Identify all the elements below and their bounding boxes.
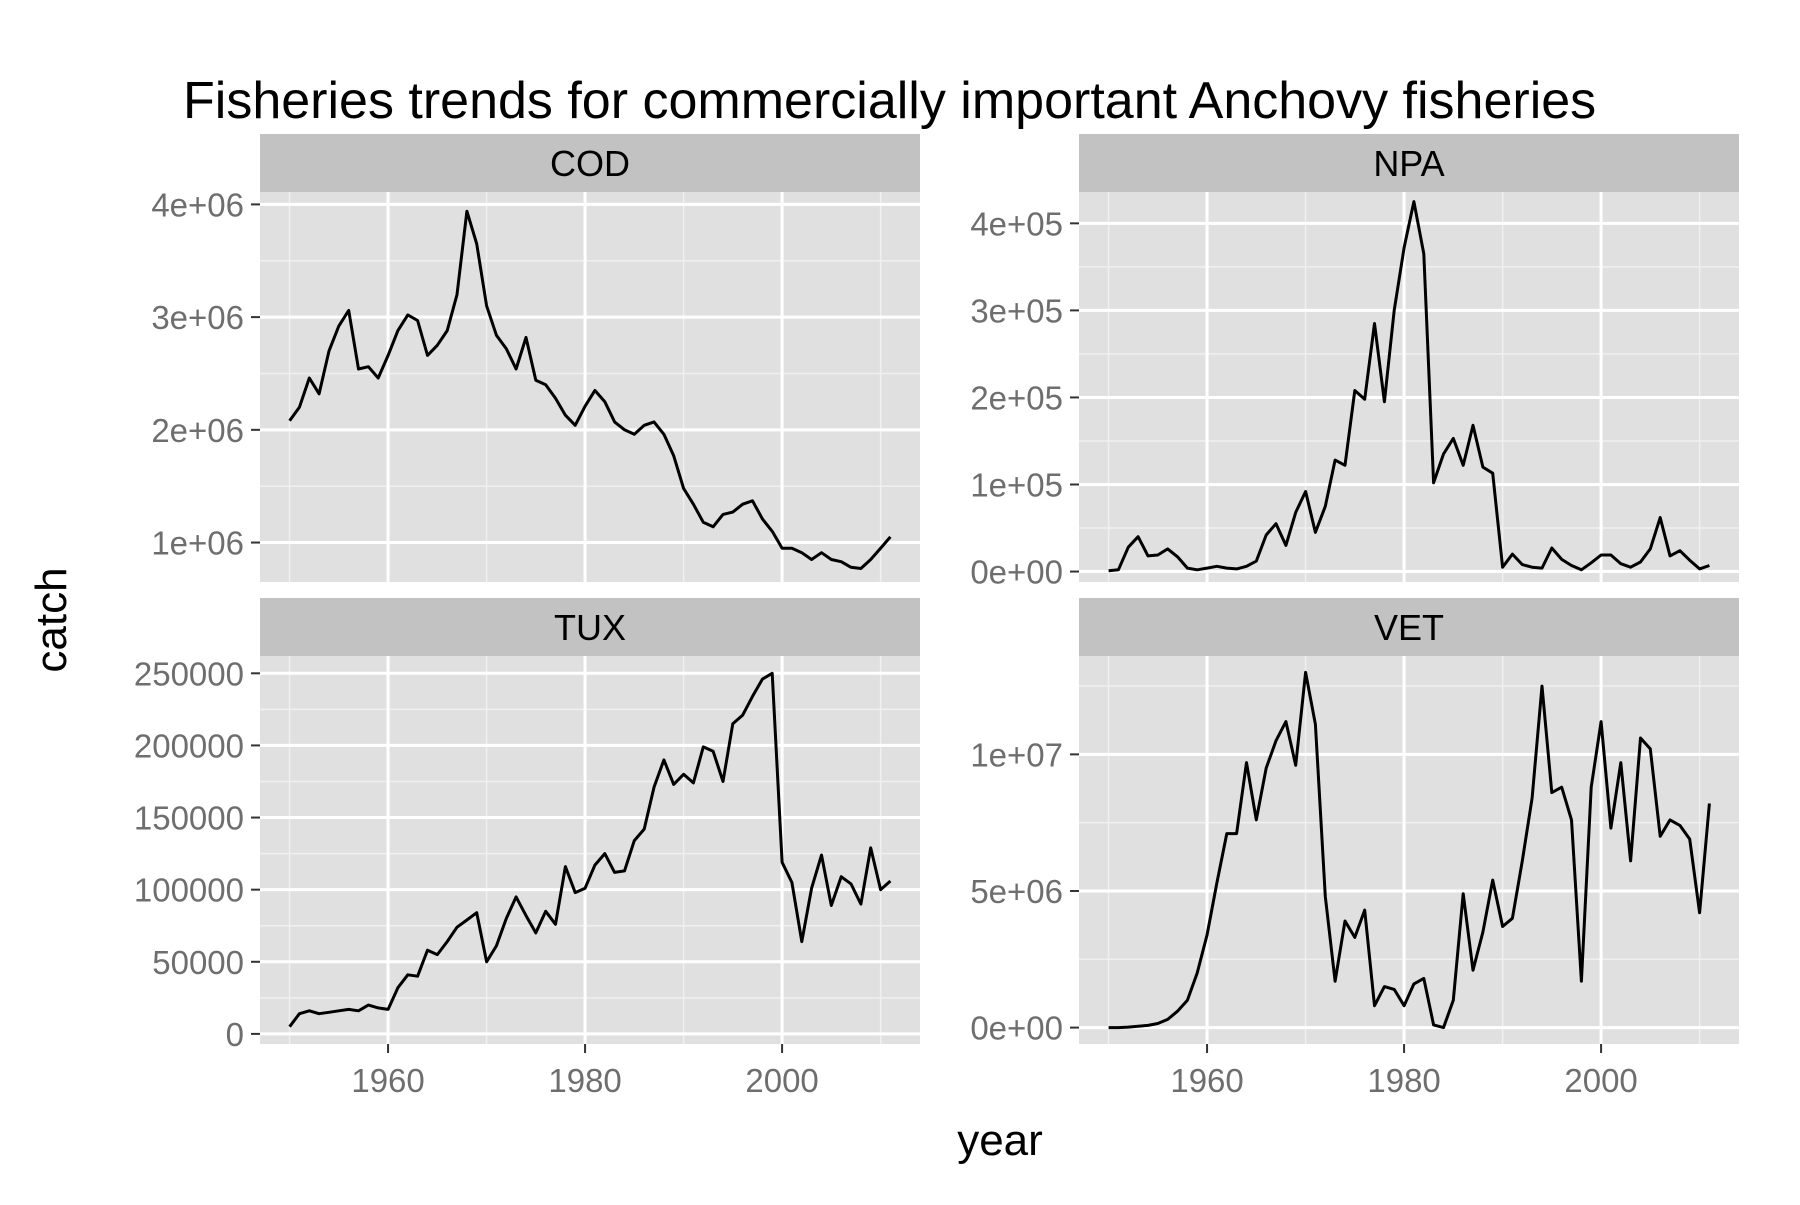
x-tick-label: 2000 <box>1564 1062 1637 1099</box>
x-axis-label: year <box>957 1116 1043 1165</box>
y-tick-label: 0e+00 <box>970 1010 1063 1047</box>
y-tick-label: 1e+07 <box>970 736 1063 773</box>
y-tick-label: 2e+05 <box>970 379 1063 416</box>
series-line-npa <box>1108 200 1710 573</box>
x-tick-label: 1960 <box>351 1062 424 1099</box>
facet-strip <box>1079 134 1739 192</box>
panel-background <box>1079 192 1739 582</box>
y-tick-label: 100000 <box>134 872 244 909</box>
y-tick-label: 0e+00 <box>970 554 1063 591</box>
facet-vet: VET 0e+00 5e+06 1e+07 1960 1980 2000 <box>970 598 1739 1099</box>
facet-cod: COD 1e+06 2e+06 3e+06 4e+06 <box>151 134 920 582</box>
panel-background <box>260 192 920 582</box>
y-tick-label: 3e+06 <box>151 299 244 336</box>
y-tick-label: 150000 <box>134 800 244 837</box>
facet-strip-label: NPA <box>1373 143 1444 184</box>
facet-strip-label: VET <box>1374 607 1444 648</box>
panel-background <box>1079 656 1739 1044</box>
x-tick-label: 1960 <box>1170 1062 1243 1099</box>
facet-strip <box>260 134 920 192</box>
x-tick-label: 1980 <box>548 1062 621 1099</box>
facet-strip <box>260 598 920 656</box>
y-tick-label: 0 <box>226 1016 244 1053</box>
facet-tux: TUX 0 50000 100000 150000 200000 250000 1960 198… <box>134 598 920 1099</box>
x-tick-label: 1980 <box>1367 1062 1440 1099</box>
y-tick-label: 250000 <box>134 655 244 692</box>
facet-strip-label: TUX <box>554 607 626 648</box>
y-tick-label: 1e+05 <box>970 467 1063 504</box>
y-tick-label: 200000 <box>134 727 244 764</box>
facet-panels: COD 1e+06 2e+06 3e+06 4e+06 NPA 0e+00 1e+05 2e+0… <box>134 134 1739 1099</box>
y-tick-label: 4e+05 <box>970 205 1063 242</box>
facet-strip <box>1079 598 1739 656</box>
series-line-cod <box>288 209 892 570</box>
y-tick-label: 2e+06 <box>151 412 244 449</box>
y-tick-label: 4e+06 <box>151 186 244 223</box>
series-line-vet <box>1108 670 1711 1030</box>
y-tick-label: 1e+06 <box>151 525 244 562</box>
y-tick-label: 50000 <box>152 944 244 981</box>
x-tick-label: 2000 <box>745 1062 818 1099</box>
chart-title: Fisheries trends for commercially import… <box>183 72 1596 130</box>
y-tick-label: 5e+06 <box>970 873 1063 910</box>
panel-background <box>260 656 920 1044</box>
facet-strip-label: COD <box>550 143 630 184</box>
series-line-tux <box>288 671 892 1028</box>
y-tick-label: 3e+05 <box>970 292 1063 329</box>
facet-npa: NPA 0e+00 1e+05 2e+05 3e+05 4e+05 <box>970 134 1739 591</box>
y-axis-label: catch <box>27 567 76 672</box>
